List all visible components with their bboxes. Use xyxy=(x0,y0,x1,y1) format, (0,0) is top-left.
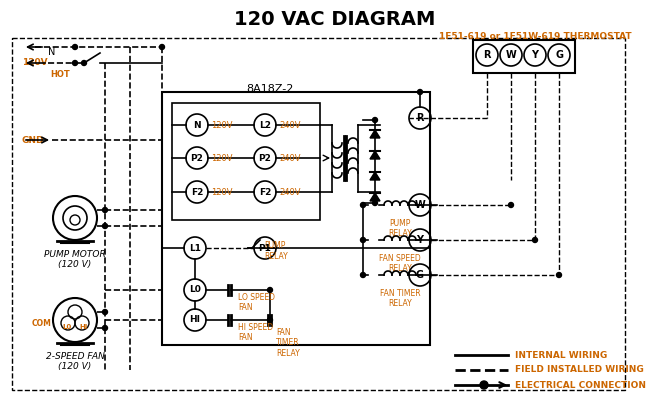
Text: G: G xyxy=(416,270,424,280)
Text: 120 VAC DIAGRAM: 120 VAC DIAGRAM xyxy=(234,10,436,29)
Text: N: N xyxy=(193,121,201,129)
Text: L0: L0 xyxy=(62,324,72,330)
Text: W: W xyxy=(415,200,425,210)
Text: L1: L1 xyxy=(189,243,201,253)
Circle shape xyxy=(533,238,537,243)
Text: N: N xyxy=(48,47,56,57)
Text: 8A18Z-2: 8A18Z-2 xyxy=(247,84,293,94)
Text: PUMP
RELAY: PUMP RELAY xyxy=(264,241,287,261)
Circle shape xyxy=(360,272,366,277)
Circle shape xyxy=(480,381,488,389)
Text: P2: P2 xyxy=(190,153,204,163)
Text: FAN SPEED
RELAY: FAN SPEED RELAY xyxy=(379,254,421,274)
Text: ELECTRICAL CONNECTION: ELECTRICAL CONNECTION xyxy=(515,380,646,390)
Text: FAN
TIMER
RELAY: FAN TIMER RELAY xyxy=(276,328,299,358)
Text: HI SPEED
FAN: HI SPEED FAN xyxy=(238,323,273,342)
Text: HI: HI xyxy=(79,324,87,330)
Circle shape xyxy=(360,202,366,207)
Text: 240V: 240V xyxy=(279,121,301,129)
Circle shape xyxy=(373,117,377,122)
Text: 2-SPEED FAN: 2-SPEED FAN xyxy=(46,352,105,361)
Text: 120V: 120V xyxy=(211,153,232,163)
Text: (120 V): (120 V) xyxy=(58,362,92,371)
Text: W: W xyxy=(506,50,517,60)
Text: P2: P2 xyxy=(259,153,271,163)
Text: 120V: 120V xyxy=(211,121,232,129)
Text: LO SPEED
FAN: LO SPEED FAN xyxy=(238,293,275,313)
Text: 1F51-619 or 1F51W-619 THERMOSTAT: 1F51-619 or 1F51W-619 THERMOSTAT xyxy=(439,32,631,41)
Text: F2: F2 xyxy=(191,187,203,197)
Text: G: G xyxy=(555,50,563,60)
Circle shape xyxy=(72,60,78,65)
Text: PUMP MOTOR: PUMP MOTOR xyxy=(44,250,106,259)
Text: HOT: HOT xyxy=(50,70,70,79)
Text: GND: GND xyxy=(22,135,44,145)
Polygon shape xyxy=(370,130,380,138)
Text: P1: P1 xyxy=(259,243,271,253)
Circle shape xyxy=(360,238,366,243)
Text: COM: COM xyxy=(31,318,51,328)
Text: F2: F2 xyxy=(259,187,271,197)
Text: (120 V): (120 V) xyxy=(58,260,92,269)
Circle shape xyxy=(267,287,273,292)
Text: R: R xyxy=(416,113,423,123)
Polygon shape xyxy=(370,172,380,180)
Text: INTERNAL WIRING: INTERNAL WIRING xyxy=(515,351,607,360)
Circle shape xyxy=(103,326,107,331)
Circle shape xyxy=(267,318,273,323)
Text: L0: L0 xyxy=(189,285,201,295)
Text: 240V: 240V xyxy=(279,187,301,197)
Circle shape xyxy=(103,310,107,315)
Polygon shape xyxy=(370,151,380,159)
Polygon shape xyxy=(370,193,380,201)
Text: R: R xyxy=(483,50,490,60)
Text: FAN TIMER
RELAY: FAN TIMER RELAY xyxy=(380,289,420,308)
Text: FIELD INSTALLED WIRING: FIELD INSTALLED WIRING xyxy=(515,365,644,375)
Text: 120V: 120V xyxy=(22,58,48,67)
Text: Y: Y xyxy=(417,235,423,245)
Text: 240V: 240V xyxy=(279,153,301,163)
Circle shape xyxy=(417,90,423,95)
Text: L2: L2 xyxy=(259,121,271,129)
Circle shape xyxy=(72,44,78,49)
Text: Y: Y xyxy=(531,50,539,60)
Circle shape xyxy=(509,202,513,207)
Text: PUMP
RELAY: PUMP RELAY xyxy=(388,219,412,238)
Circle shape xyxy=(103,223,107,228)
Circle shape xyxy=(82,60,86,65)
Circle shape xyxy=(373,201,377,205)
Text: HI: HI xyxy=(190,316,200,324)
Circle shape xyxy=(557,272,561,277)
Text: 120V: 120V xyxy=(211,187,232,197)
Circle shape xyxy=(103,207,107,212)
Circle shape xyxy=(159,44,165,49)
